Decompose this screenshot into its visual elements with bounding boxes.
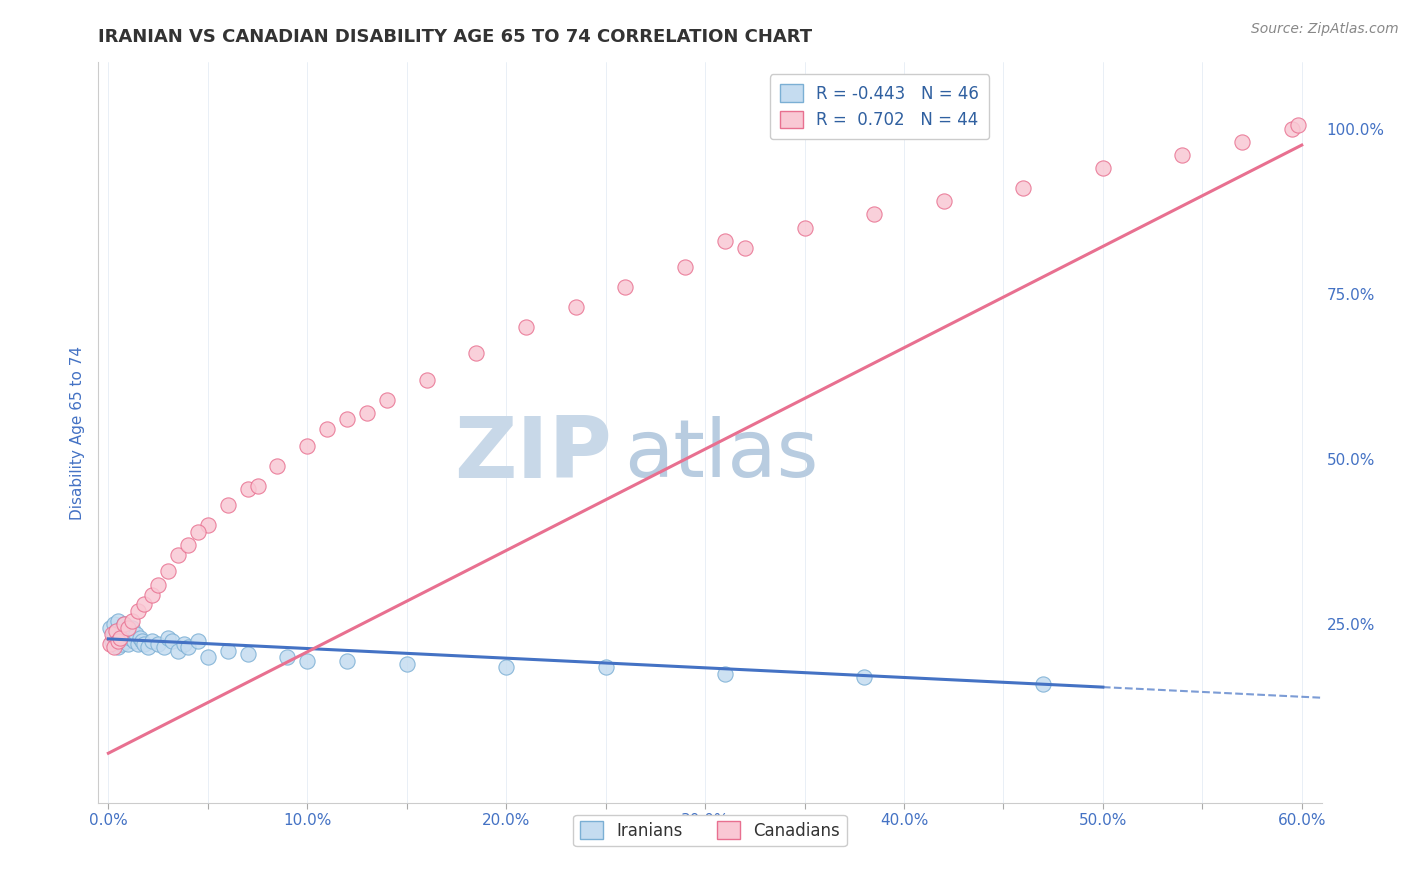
- Point: [101, 633, 124, 648]
- Point: [714, 666, 737, 681]
- Point: [117, 637, 139, 651]
- Point: [217, 499, 239, 513]
- Point: [336, 412, 359, 426]
- Point: [103, 627, 125, 641]
- Point: [110, 631, 132, 645]
- Point: [614, 280, 637, 294]
- Point: [103, 640, 125, 655]
- Point: [167, 548, 190, 562]
- Point: [105, 624, 128, 638]
- Point: [297, 654, 319, 668]
- Point: [157, 631, 180, 645]
- Point: [1281, 121, 1303, 136]
- Point: [565, 300, 588, 314]
- Text: IRANIAN VS CANADIAN DISABILITY AGE 65 TO 74 CORRELATION CHART: IRANIAN VS CANADIAN DISABILITY AGE 65 TO…: [98, 28, 813, 45]
- Text: ZIP: ZIP: [454, 413, 612, 496]
- Point: [1171, 148, 1194, 162]
- Point: [105, 637, 128, 651]
- Point: [127, 637, 149, 651]
- Point: [465, 346, 488, 360]
- Point: [415, 373, 437, 387]
- Point: [157, 565, 180, 579]
- Point: [98, 621, 121, 635]
- Point: [160, 633, 183, 648]
- Point: [103, 617, 125, 632]
- Point: [105, 624, 128, 638]
- Point: [1012, 181, 1035, 195]
- Point: [515, 319, 537, 334]
- Point: [1032, 677, 1054, 691]
- Point: [793, 220, 815, 235]
- Point: [595, 660, 617, 674]
- Text: Source: ZipAtlas.com: Source: ZipAtlas.com: [1251, 22, 1399, 37]
- Point: [111, 621, 134, 635]
- Point: [121, 614, 143, 628]
- Point: [134, 637, 156, 651]
- Point: [112, 617, 135, 632]
- Point: [217, 644, 239, 658]
- Point: [395, 657, 418, 671]
- Point: [115, 633, 138, 648]
- Point: [246, 478, 269, 492]
- Point: [110, 631, 132, 645]
- Point: [129, 631, 152, 645]
- Point: [197, 650, 219, 665]
- Point: [266, 458, 288, 473]
- Y-axis label: Disability Age 65 to 74: Disability Age 65 to 74: [69, 345, 84, 520]
- Point: [141, 588, 163, 602]
- Text: atlas: atlas: [624, 416, 818, 494]
- Point: [122, 633, 145, 648]
- Point: [197, 518, 219, 533]
- Point: [121, 621, 143, 635]
- Point: [177, 538, 200, 552]
- Point: [167, 644, 190, 658]
- Point: [375, 392, 398, 407]
- Point: [107, 640, 129, 655]
- Point: [101, 627, 124, 641]
- Point: [107, 614, 129, 628]
- Point: [863, 207, 886, 221]
- Point: [276, 650, 298, 665]
- Point: [734, 240, 756, 255]
- Point: [127, 604, 149, 618]
- Point: [146, 637, 169, 651]
- Point: [187, 633, 209, 648]
- Point: [111, 637, 134, 651]
- Point: [177, 640, 200, 655]
- Point: [134, 598, 156, 612]
- Point: [1286, 118, 1309, 132]
- Point: [136, 640, 159, 655]
- Point: [120, 631, 142, 645]
- Point: [141, 633, 163, 648]
- Point: [1091, 161, 1114, 176]
- Point: [356, 406, 378, 420]
- Point: [714, 234, 737, 248]
- Legend: Iranians, Canadians: Iranians, Canadians: [574, 814, 846, 847]
- Point: [112, 627, 135, 641]
- Point: [117, 624, 139, 638]
- Point: [107, 633, 129, 648]
- Point: [932, 194, 955, 209]
- Point: [297, 439, 319, 453]
- Point: [153, 640, 176, 655]
- Point: [131, 633, 153, 648]
- Point: [853, 670, 876, 684]
- Point: [495, 660, 517, 674]
- Point: [187, 524, 209, 539]
- Point: [236, 482, 259, 496]
- Point: [98, 637, 121, 651]
- Point: [673, 260, 696, 275]
- Point: [316, 422, 339, 436]
- Point: [146, 577, 169, 591]
- Point: [336, 654, 359, 668]
- Point: [112, 617, 135, 632]
- Point: [117, 621, 139, 635]
- Point: [236, 647, 259, 661]
- Point: [173, 637, 195, 651]
- Point: [1230, 135, 1253, 149]
- Point: [125, 627, 148, 641]
